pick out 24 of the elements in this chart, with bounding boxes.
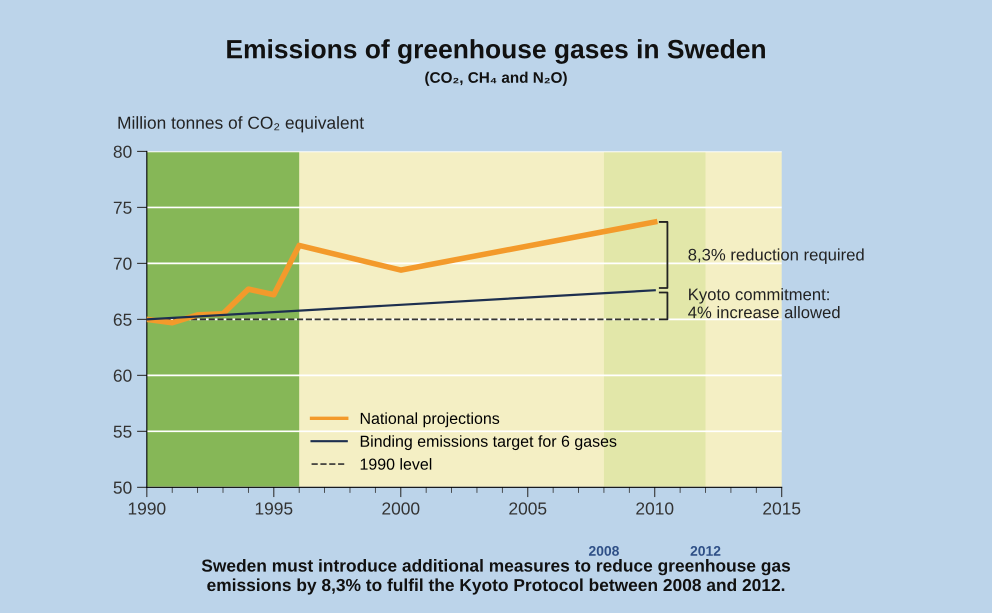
x-tick-label: 1995 bbox=[256, 502, 292, 515]
text: Sweden must introduce additional measures to reduce greenhouse gas emissions by 8,3% to fulfil the Kyoto Protocol between 2008 and 2012. bbox=[202, 559, 790, 595]
x-tick-label: 2015 bbox=[763, 502, 800, 515]
y-tick-label: 70 bbox=[114, 258, 132, 270]
annotation: Kyoto commitment: 4% increase allowed bbox=[688, 288, 840, 318]
y-tick-label: 80 bbox=[114, 146, 132, 158]
chart-title: Emissions of greenhouse gases in Sweden bbox=[227, 39, 765, 64]
y-tick-label: 75 bbox=[114, 202, 132, 214]
y-tick-label: 50 bbox=[114, 482, 132, 494]
x-tick-label: 1990 bbox=[128, 502, 166, 515]
x-tick-label: 2005 bbox=[509, 502, 546, 515]
legend-label: National projections bbox=[360, 412, 500, 428]
chart-subtitle: (CO₂, CH₄ and N₂O) bbox=[425, 72, 567, 86]
y-tick-label: 55 bbox=[114, 426, 132, 438]
y-tick-label: 65 bbox=[114, 314, 132, 326]
annotation: 8,3% reduction required bbox=[688, 248, 864, 264]
text: 2008 bbox=[588, 546, 619, 556]
legend-label: 1990 level bbox=[360, 458, 432, 470]
legend-label: Binding emissions target for 6 gases bbox=[360, 435, 616, 450]
y-axis-title: Million tonnes of CO₂ equivalent bbox=[118, 116, 364, 132]
text: 2012 bbox=[690, 546, 720, 556]
x-tick-label: 2000 bbox=[382, 502, 420, 515]
x-tick-label: 2010 bbox=[636, 502, 674, 515]
y-tick-label: 60 bbox=[114, 370, 132, 382]
